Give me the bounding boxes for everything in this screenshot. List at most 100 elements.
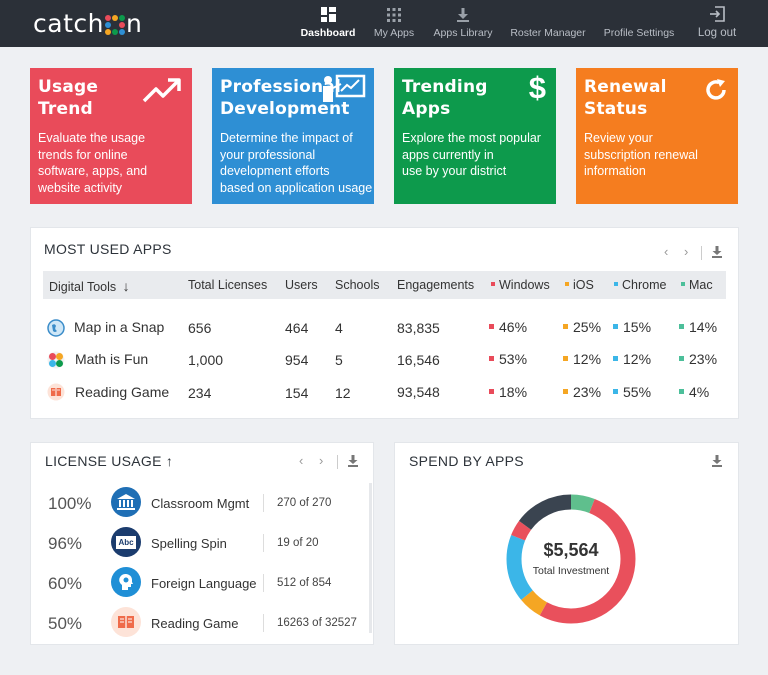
cell-ios: 12% xyxy=(563,351,601,367)
column-users[interactable]: Users xyxy=(285,278,318,292)
tile-title: Professional Development xyxy=(220,77,350,119)
donut-segment-5[interactable] xyxy=(506,494,636,624)
cell-engagements: 93,548 xyxy=(397,384,440,400)
column-total-licenses[interactable]: Total Licenses xyxy=(188,278,268,292)
download-icon[interactable] xyxy=(712,246,722,261)
building-icon xyxy=(111,487,141,517)
tile-description: Review your subscription renewal informati… xyxy=(584,131,698,178)
column-windows[interactable]: Windows xyxy=(491,278,550,292)
nav-label: Apps Library xyxy=(433,27,493,39)
tile-professional-development[interactable]: Professional Development Determine the im… xyxy=(212,68,374,204)
tile-description: Determine the impact of your professional… xyxy=(220,131,373,195)
nav-label: Roster Manager xyxy=(510,27,586,39)
nav-apps-library[interactable]: Apps Library xyxy=(432,0,494,47)
license-app-name[interactable]: Classroom Mgmt xyxy=(151,496,250,511)
spend-donut-chart xyxy=(506,494,636,624)
tile-description: Evaluate the usage trends for online softw… xyxy=(38,131,148,195)
cell-windows: 53% xyxy=(489,351,527,367)
license-app-name[interactable]: Foreign Language xyxy=(151,576,257,591)
donut-segment-3[interactable] xyxy=(506,494,636,624)
cell-ios: 25% xyxy=(563,319,601,335)
book-icon xyxy=(111,607,141,637)
math-icon xyxy=(47,351,65,369)
nav-label: Profile Settings xyxy=(603,27,675,39)
app-name[interactable]: Map in a Snap xyxy=(74,319,165,335)
tile-renewal-status[interactable]: Renewal Status Review your subscription re… xyxy=(576,68,738,204)
nav-label: Log out xyxy=(697,27,737,39)
logo-dots-icon xyxy=(104,14,125,35)
cell-engagements: 16,546 xyxy=(397,352,440,368)
divider xyxy=(263,534,264,552)
grid-icon xyxy=(387,6,401,22)
logo-text-right: n xyxy=(125,9,143,38)
next-arrow-icon[interactable]: › xyxy=(319,453,324,468)
cell-chrome: 12% xyxy=(613,351,651,367)
tile-title: Renewal Status xyxy=(584,77,667,119)
nav-label: My Apps xyxy=(373,27,415,39)
total-investment-value: $5,564 xyxy=(543,540,599,560)
nav-my-apps[interactable]: My Apps xyxy=(372,0,416,47)
tile-title: Trending Apps xyxy=(402,77,488,119)
spend-by-apps-card: SPEND BY APPS $5,564 Total Investment xyxy=(394,442,739,645)
app-name[interactable]: Math is Fun xyxy=(75,351,149,367)
cell-schools: 4 xyxy=(335,320,343,336)
cell-users: 954 xyxy=(285,352,309,368)
presenter-icon xyxy=(322,74,366,109)
app-name[interactable]: Reading Game xyxy=(75,384,170,400)
divider xyxy=(701,246,702,260)
nav-roster-manager[interactable]: Roster Manager xyxy=(510,0,586,47)
cell-licenses: 1,000 xyxy=(188,352,224,368)
download-icon[interactable] xyxy=(348,455,358,470)
license-percent: 96% xyxy=(48,534,83,553)
next-arrow-icon[interactable]: › xyxy=(684,244,689,259)
divider xyxy=(263,494,264,512)
tile-trending-apps[interactable]: Trending Apps $ Explore the most popular a… xyxy=(394,68,556,204)
download-icon xyxy=(457,6,469,22)
card-title: SPEND BY APPS xyxy=(409,453,524,469)
scrollbar[interactable] xyxy=(369,483,372,633)
column-mac[interactable]: Mac xyxy=(681,278,713,292)
license-percent: 60% xyxy=(48,574,83,593)
license-app-name[interactable]: Reading Game xyxy=(151,616,239,631)
sort-down-icon: ↓ xyxy=(122,278,130,294)
column-ios[interactable]: iOS xyxy=(565,278,594,292)
dollar-icon: $ xyxy=(528,70,546,105)
cell-users: 464 xyxy=(285,320,309,336)
license-percent: 50% xyxy=(48,614,83,633)
prev-arrow-icon[interactable]: ‹ xyxy=(299,453,304,468)
divider xyxy=(263,574,264,592)
cell-ios: 23% xyxy=(563,384,601,400)
license-app-name[interactable]: Spelling Spin xyxy=(151,536,227,551)
prev-arrow-icon[interactable]: ‹ xyxy=(664,244,669,259)
cell-mac: 14% xyxy=(679,319,717,335)
column-schools[interactable]: Schools xyxy=(335,278,380,292)
table-header: Digital Tools ↓ Total Licenses Users Sch… xyxy=(43,271,726,299)
tile-description: Explore the most popular apps currently i… xyxy=(402,131,541,178)
tile-usage-trend[interactable]: Usage Trend Evaluate the usage trends for … xyxy=(30,68,192,204)
sort-up-icon: ↑ xyxy=(165,453,174,469)
cell-users: 154 xyxy=(285,385,309,401)
donut-segment-1[interactable] xyxy=(506,494,636,624)
cell-engagements: 83,835 xyxy=(397,320,440,336)
top-navigation-bar: catch n Dashboard My Apps Apps Library R… xyxy=(0,0,768,47)
column-chrome[interactable]: Chrome xyxy=(614,278,666,292)
nav-dashboard[interactable]: Dashboard xyxy=(301,0,355,47)
column-engagements[interactable]: Engagements xyxy=(397,278,475,292)
nav-log-out[interactable]: Log out xyxy=(694,0,740,47)
license-count: 16263 of 32527 xyxy=(277,617,357,629)
cell-mac: 4% xyxy=(679,384,709,400)
catchon-logo[interactable]: catch n xyxy=(33,9,142,38)
cell-mac: 23% xyxy=(679,351,717,367)
license-count: 512 of 854 xyxy=(277,577,332,589)
cell-schools: 5 xyxy=(335,352,343,368)
license-usage-card: LICENSE USAGE ↑ ‹ › 100% Classroom Mgmt … xyxy=(30,442,374,645)
column-digital-tools[interactable]: Digital Tools ↓ xyxy=(49,278,130,294)
dashboard-icon xyxy=(320,6,336,22)
nav-profile-settings[interactable]: Profile Settings xyxy=(602,0,676,47)
license-count: 270 of 270 xyxy=(277,497,332,509)
globe-icon xyxy=(47,319,65,337)
download-icon[interactable] xyxy=(712,455,722,470)
divider xyxy=(263,614,264,632)
book-icon xyxy=(47,383,65,401)
cell-windows: 18% xyxy=(489,384,527,400)
